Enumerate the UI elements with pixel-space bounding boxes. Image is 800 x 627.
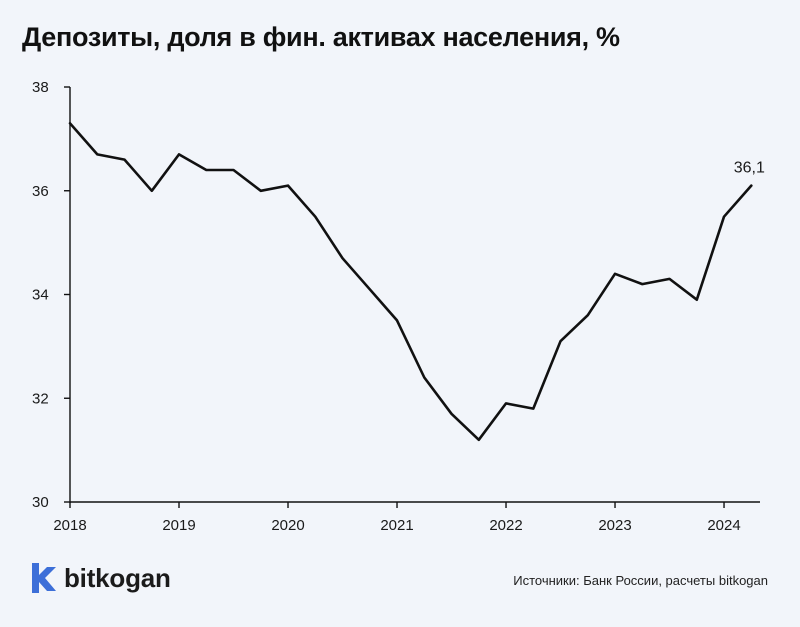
x-tick-label: 2023 — [598, 517, 631, 534]
x-tick-label: 2019 — [162, 517, 195, 534]
y-tick-label: 38 — [32, 79, 49, 96]
y-tick-label: 32 — [32, 390, 49, 407]
x-axis: 2018 2019 2020 2021 2022 2023 2024 — [53, 501, 760, 534]
x-tick-label: 2022 — [489, 517, 522, 534]
y-tick-label: 36 — [32, 183, 49, 200]
brand-name: bitkogan — [64, 562, 171, 593]
series-group: 36,1 — [68, 122, 765, 442]
brand: bitkogan — [30, 560, 171, 596]
series-line — [68, 122, 753, 442]
chart-title: Депозиты, доля в фин. активах населения,… — [22, 22, 620, 52]
y-tick-label: 34 — [32, 287, 49, 304]
x-tick-label: 2024 — [707, 517, 740, 534]
y-tick-label: 30 — [32, 494, 49, 511]
source-note: Источники: Банк России, расчеты bitkogan — [513, 573, 768, 588]
x-tick-label: 2018 — [53, 517, 86, 534]
x-tick-label: 2021 — [380, 517, 413, 534]
last-value-label: 36,1 — [734, 160, 765, 177]
x-tick-label: 2020 — [271, 517, 304, 534]
y-axis: 30 32 34 36 38 — [32, 79, 71, 511]
bitkogan-logo-icon — [32, 563, 56, 593]
